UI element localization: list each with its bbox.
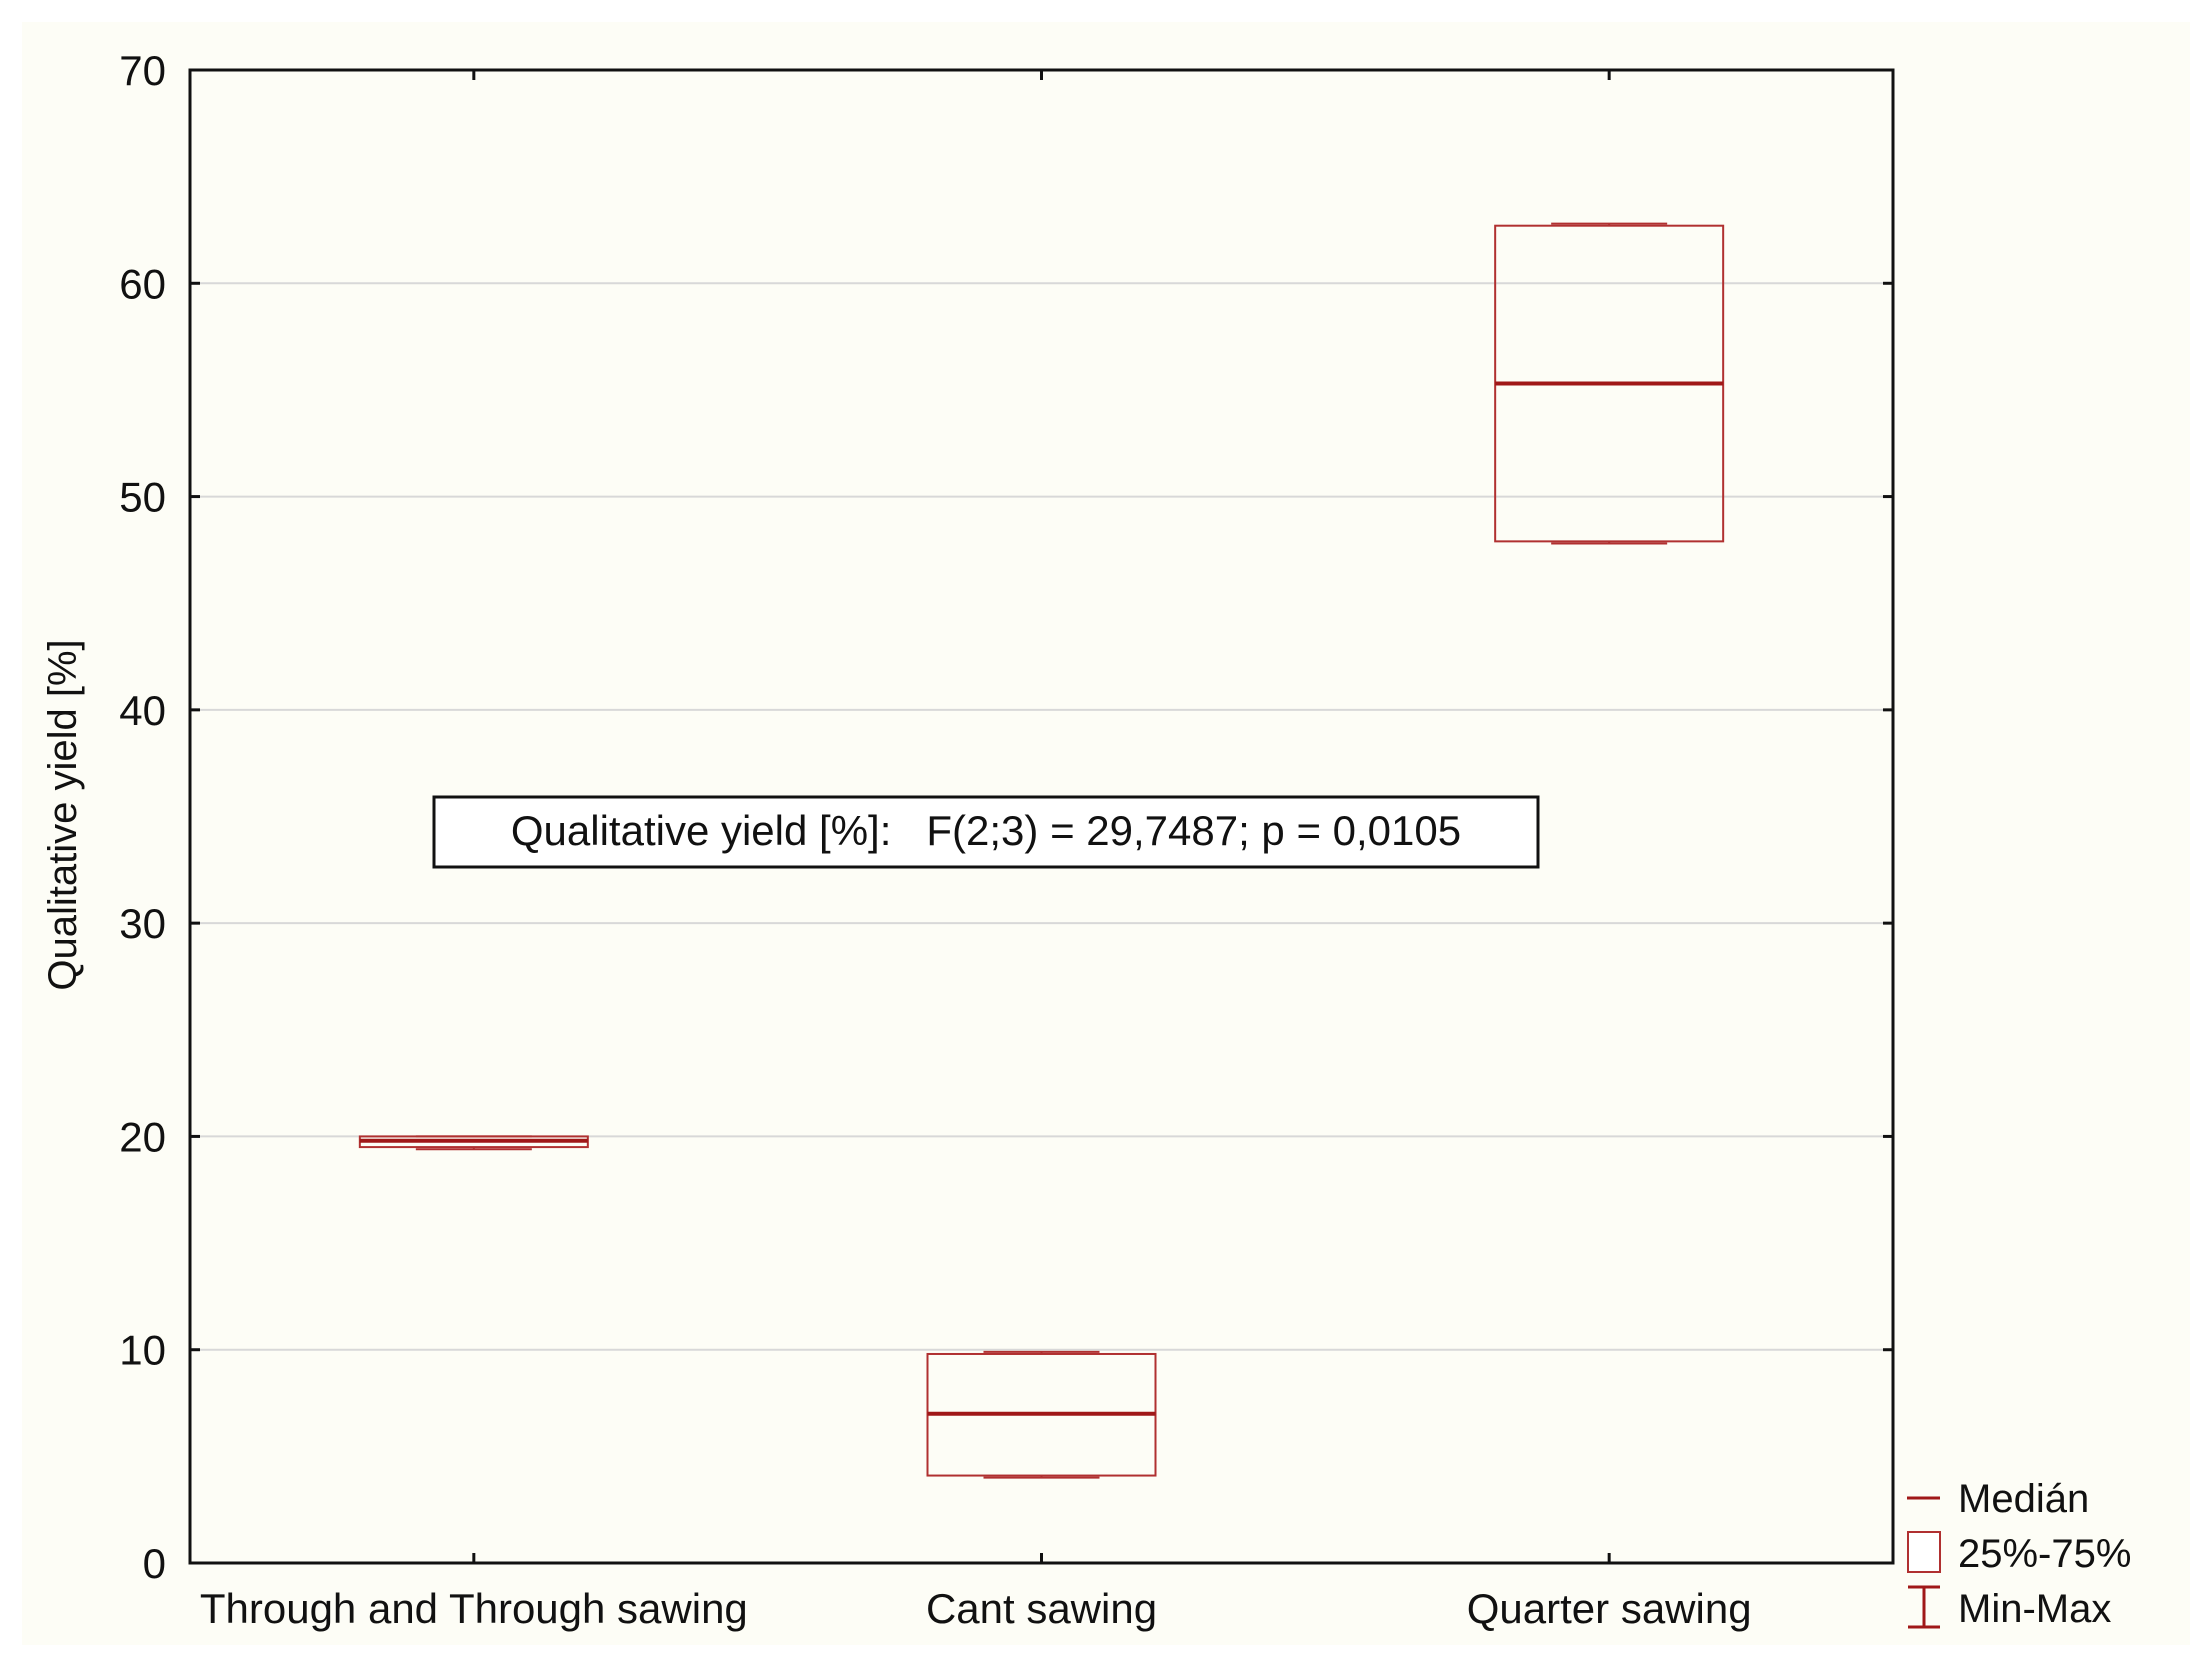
- annotation-text: Qualitative yield [%]: F(2;3) = 29,7487;…: [511, 807, 1461, 854]
- y-tick-label: 0: [143, 1540, 166, 1587]
- legend: Medián 25%-75% Min-Max: [1907, 1477, 2131, 1631]
- legend-median-label: Medián: [1958, 1477, 2089, 1521]
- legend-box-label: 25%-75%: [1958, 1532, 2131, 1576]
- y-tick-label: 70: [119, 47, 166, 94]
- annotation-frame: [432, 795, 1540, 869]
- legend-minmax-label: Min-Max: [1958, 1587, 2111, 1631]
- x-category-label: Through and Through sawing: [200, 1585, 748, 1632]
- axes: [188, 68, 1895, 1565]
- y-tick-label: 20: [119, 1113, 166, 1160]
- y-tick-label: 40: [119, 687, 166, 734]
- plot-frame: [188, 68, 1895, 1565]
- y-tick-label: 30: [119, 900, 166, 947]
- y-tick-label: 50: [119, 474, 166, 521]
- anova-annotation: Qualitative yield [%]: F(2;3) = 29,7487;…: [432, 795, 1540, 869]
- legend-box-swatch: [1907, 1531, 1941, 1573]
- y-axis-title: Qualitative yield [%]: [41, 639, 85, 990]
- y-tick-label: 60: [119, 260, 166, 307]
- x-category-label: Quarter sawing: [1467, 1585, 1752, 1632]
- y-tick-label: 10: [119, 1327, 166, 1374]
- labels: 0 10 20 30 40 50 60 70 Through and Through sawin…: [119, 47, 1751, 1632]
- boxes: [358, 222, 1725, 1479]
- x-category-label: Cant sawing: [926, 1585, 1157, 1632]
